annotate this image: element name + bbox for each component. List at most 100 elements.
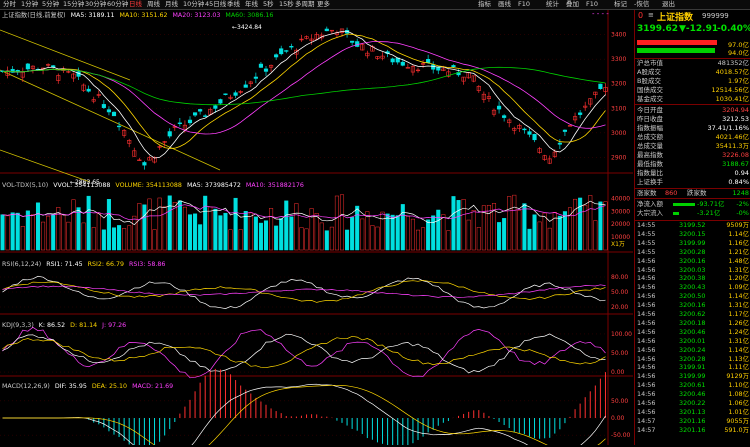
candle-body — [274, 54, 279, 58]
tick-volume: 1.09亿 — [728, 283, 749, 292]
candle-body — [410, 66, 416, 73]
ma60-line — [2, 66, 606, 106]
tick-price: 3200.43 — [679, 283, 706, 292]
stat-label: 昨日收盘 — [637, 115, 663, 123]
candle-body — [279, 48, 284, 55]
stock-header: 0 ≡ 上证指数 999999 — [635, 10, 750, 23]
period-tab-14[interactable]: 15秒 — [279, 0, 294, 8]
toolbar-button-4[interactable]: 叠加 — [566, 0, 579, 8]
scroll-marker[interactable]: - - - - — [592, 10, 609, 18]
menu-icon[interactable]: ≡ — [648, 11, 654, 19]
period-tab-4[interactable]: 30分钟 — [85, 0, 107, 8]
candle-body — [461, 76, 466, 82]
rsi-axis-label: 50.00 — [611, 289, 628, 296]
period-tab-7[interactable]: 周线 — [147, 0, 160, 8]
volume-bar — [314, 212, 319, 251]
down-count: 1248 — [732, 189, 749, 197]
stat-row: 昨日收盘 3212.53 — [637, 115, 749, 124]
period-tab-5[interactable]: 60分钟 — [107, 0, 129, 8]
volume-bar — [243, 211, 248, 251]
period-tab-16[interactable]: 更多 — [317, 0, 330, 8]
volume-bar — [152, 229, 157, 251]
volume-bar — [213, 208, 218, 251]
volume-bar — [370, 225, 375, 251]
toolbar-button-7[interactable]: -恢信 — [634, 0, 650, 8]
tick-row: 14:56 3200.43 1.09亿 — [635, 283, 750, 291]
macd-value: MACD: 21.69 — [132, 383, 174, 390]
toolbar-button-8[interactable]: 退出 — [662, 0, 675, 8]
candle-body — [243, 84, 248, 88]
stat-label: 基金成交 — [637, 95, 663, 103]
volume-bar — [329, 226, 334, 251]
volume-bar — [15, 212, 20, 251]
rsi-indicator-bar: RSI(6,12,24) RSI1: 71.45 RSI2: 66.79 RSI… — [2, 260, 168, 269]
toolbar-button-6[interactable]: 标记 — [614, 0, 627, 8]
vol-unit-label: X1万 — [611, 241, 625, 248]
candle-body — [20, 71, 25, 78]
volume-bar — [106, 199, 111, 251]
volume-bar — [588, 195, 593, 251]
period-tab-3[interactable]: 15分钟 — [63, 0, 85, 8]
ma5-value: MA5: 3189.11 — [70, 12, 115, 19]
period-tab-0[interactable]: 分时 — [3, 0, 16, 8]
volume-bar — [339, 194, 345, 251]
volume-bar — [421, 227, 426, 251]
tick-price: 3200.28 — [679, 354, 706, 363]
volume-bar — [46, 215, 51, 251]
toolbar-button-1[interactable]: 画线 — [498, 0, 511, 8]
chart-area[interactable]: 3400 3300 3200 3100 3000 2900 ←3424.84 ←2863.65… — [0, 10, 633, 447]
volume-bar — [350, 217, 355, 251]
low-annotation: ←2863.65 — [70, 179, 100, 186]
candle-body — [132, 150, 137, 157]
toolbar-button-5[interactable]: F10 — [586, 0, 599, 8]
toolbar-button-3[interactable]: 统计 — [546, 0, 559, 8]
volume-bar — [56, 207, 61, 251]
period-tab-13[interactable]: 5秒 — [263, 0, 274, 8]
tick-time: 14:56 — [637, 399, 656, 407]
volume-bar — [91, 227, 96, 251]
candle-body — [96, 94, 101, 96]
tick-volume: 1.26亿 — [728, 318, 749, 327]
candle-body — [284, 50, 289, 52]
candle-body — [502, 115, 507, 118]
stat-label: 指数振幅 — [637, 124, 663, 132]
d-line — [2, 335, 606, 369]
candle-body — [66, 71, 71, 73]
buy-bar — [637, 40, 717, 45]
period-tab-11[interactable]: 季线 — [227, 0, 240, 8]
tick-time: 14:55 — [637, 221, 656, 229]
kline-chart[interactable]: 3400 3300 3200 3100 3000 2900 ←3424.84 ←2863.65… — [0, 10, 633, 447]
period-tab-12[interactable]: 年线 — [245, 0, 258, 8]
price-axis-label: 3000 — [611, 130, 626, 137]
candle-body — [289, 46, 294, 48]
period-tab-8[interactable]: 月线 — [165, 0, 178, 8]
volume-bar — [233, 197, 238, 251]
period-tab-2[interactable]: 5分钟 — [42, 0, 60, 8]
volume-bar — [218, 215, 223, 251]
period-tab-6[interactable]: 日线 — [129, 0, 142, 8]
tick-volume: 1.08亿 — [728, 390, 749, 399]
tick-time: 14:56 — [637, 407, 656, 416]
candle-body — [25, 63, 30, 70]
period-tab-9[interactable]: 10分钟 — [183, 0, 205, 8]
high-annotation: ←3424.84 — [232, 24, 262, 31]
rsi1-value: RSI1: 71.45 — [46, 261, 83, 268]
tick-row: 14:55 3200.15 1.14亿 — [635, 230, 750, 238]
k-line — [2, 333, 606, 374]
period-tab-1[interactable]: 1分钟 — [21, 0, 39, 8]
toolbar-button-2[interactable]: F10 — [518, 0, 531, 8]
period-tab-10[interactable]: 45日线 — [205, 0, 227, 8]
tick-volume: 1.31亿 — [728, 301, 749, 310]
flow-pct: -2% — [736, 200, 749, 208]
candle-body — [223, 93, 228, 95]
d-value: D: 81.14 — [70, 322, 98, 329]
volume-bar — [208, 206, 213, 251]
candle-body — [598, 83, 603, 89]
tick-time: 14:56 — [637, 345, 656, 354]
toolbar-button-0[interactable]: 指标 — [478, 0, 491, 8]
tick-volume: 1.14亿 — [728, 345, 749, 354]
candle-body — [567, 125, 573, 127]
vol-axis-label: 20000 — [611, 221, 630, 228]
kdj-axis-label: 100.00 — [611, 331, 632, 338]
period-tab-15[interactable]: 多周期 — [295, 0, 315, 8]
